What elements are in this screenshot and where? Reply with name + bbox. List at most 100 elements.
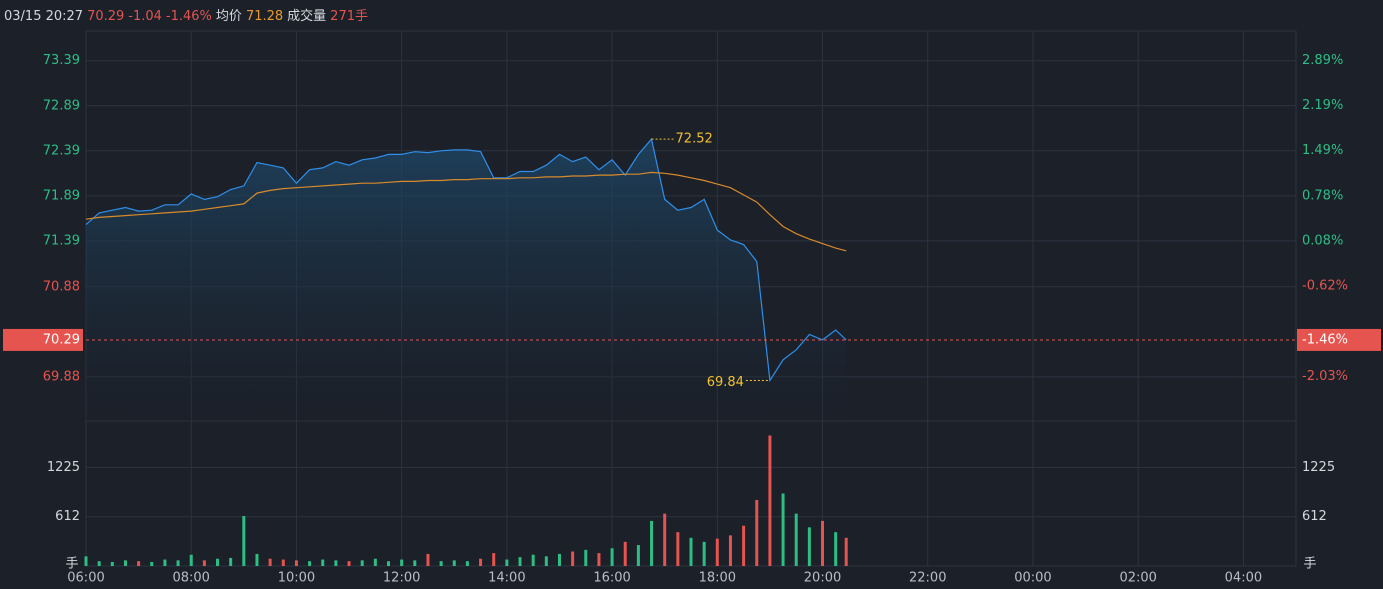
volume-bar [571, 551, 575, 566]
volume-bar [689, 537, 693, 566]
volume-bar [623, 541, 627, 566]
volume-bar [663, 513, 667, 566]
x-tick-label: 14:00 [488, 571, 525, 586]
volume-tick-label: 1225 [1302, 460, 1335, 475]
volume-bar [518, 557, 522, 566]
volume-bar [255, 553, 259, 566]
volume-bar [492, 553, 496, 566]
x-tick-label: 18:00 [699, 571, 736, 586]
volume-bar [334, 560, 338, 566]
last-price-box [3, 328, 83, 351]
volume-bar [387, 561, 390, 566]
volume-bar [137, 561, 141, 566]
y2-tick-label: 2.19% [1302, 98, 1343, 113]
last-pct-box [1297, 328, 1381, 351]
x-tick-label: 08:00 [172, 571, 209, 586]
volume-bar [360, 560, 364, 566]
volume-bar [400, 559, 404, 566]
volume-bar [308, 561, 312, 566]
volume-bar [426, 553, 430, 566]
volume-tick-label: 612 [1302, 509, 1327, 524]
volume-bar [821, 520, 825, 566]
volume-bar [650, 520, 654, 566]
y-tick-label: 72.89 [43, 98, 80, 113]
volume-bar [728, 535, 732, 566]
volume-bar [584, 549, 588, 566]
x-tick-label: 06:00 [67, 571, 104, 586]
volume-bar [597, 553, 601, 566]
y2-tick-label: 2.89% [1302, 53, 1343, 68]
volume-bar [84, 556, 88, 566]
volume-bar [557, 553, 561, 566]
volume-bar [216, 558, 220, 566]
x-tick-label: 22:00 [909, 571, 946, 586]
y-tick-label: 71.89 [43, 188, 80, 203]
volume-bar [610, 548, 614, 566]
volume-bar [294, 560, 298, 566]
y2-tick-label: -2.03% [1302, 369, 1348, 384]
volume-bar [268, 558, 272, 566]
volume-bar [505, 559, 509, 566]
volume-unit: 手 [1303, 557, 1316, 572]
volume-bar [676, 532, 680, 566]
header-volume-label: 成交量 [287, 9, 327, 24]
price-area [86, 139, 847, 421]
low-label: 69.84 [707, 375, 744, 390]
volume-bar [768, 435, 772, 566]
volume-unit: 手 [65, 557, 78, 572]
volume-bar [373, 558, 377, 566]
y-tick-label: 70.88 [43, 279, 80, 294]
header-change-pct: -1.46% [165, 9, 212, 24]
y2-tick-label: 0.08% [1302, 234, 1343, 249]
last-price-label: 70.29 [43, 332, 80, 347]
volume-bar [189, 554, 193, 566]
volume-bar [281, 559, 285, 566]
volume-bar [123, 560, 127, 566]
volume-tick-label: 612 [55, 509, 80, 524]
volume-bar [413, 560, 417, 566]
header-change: -1.04 [128, 9, 162, 24]
high-label: 72.52 [676, 132, 713, 147]
volume-bar [479, 558, 483, 566]
volume-bar [465, 561, 469, 566]
volume-bar [97, 561, 101, 566]
avg-line [85, 171, 847, 252]
volume-bar [439, 561, 443, 566]
y-tick-label: 69.88 [43, 369, 80, 384]
header-avg-label: 均价 [215, 9, 242, 24]
x-tick-label: 10:00 [278, 571, 315, 586]
price-line [85, 137, 847, 383]
volume-bar [321, 559, 325, 566]
x-tick-label: 04:00 [1225, 571, 1262, 586]
y2-tick-label: 0.78% [1302, 189, 1343, 204]
y-tick-label: 71.39 [43, 233, 80, 248]
y-tick-label: 72.39 [43, 143, 80, 158]
x-tick-label: 00:00 [1014, 571, 1051, 586]
volume-bar [110, 561, 114, 566]
header-volume: 271手 [330, 9, 368, 24]
volume-bar [715, 538, 719, 566]
volume-bar [229, 557, 233, 566]
y-tick-label: 73.39 [43, 53, 80, 68]
volume-tick-label: 1225 [47, 460, 80, 475]
x-tick-label: 20:00 [804, 571, 841, 586]
volume-bar [163, 559, 167, 566]
y2-tick-label: -0.62% [1302, 279, 1348, 294]
y2-tick-label: 1.49% [1302, 143, 1343, 158]
volume-bar [794, 513, 798, 566]
header: 03/15 20:27 70.29 -1.04 -1.46% 均价 71.28 成交量 271… [4, 5, 372, 24]
volume-bar [242, 516, 246, 566]
volume-bar [150, 561, 154, 566]
volume-bar [531, 554, 535, 566]
volume-bar [176, 560, 180, 566]
x-tick-label: 12:00 [383, 571, 420, 586]
volume-bar [807, 527, 811, 566]
header-price: 70.29 [87, 9, 125, 24]
x-tick-label: 02:00 [1119, 571, 1156, 586]
volume-bar [844, 537, 848, 566]
header-time: 03/15 20:27 [4, 9, 84, 24]
volume-bar [755, 499, 759, 566]
volume-bar [202, 560, 206, 566]
